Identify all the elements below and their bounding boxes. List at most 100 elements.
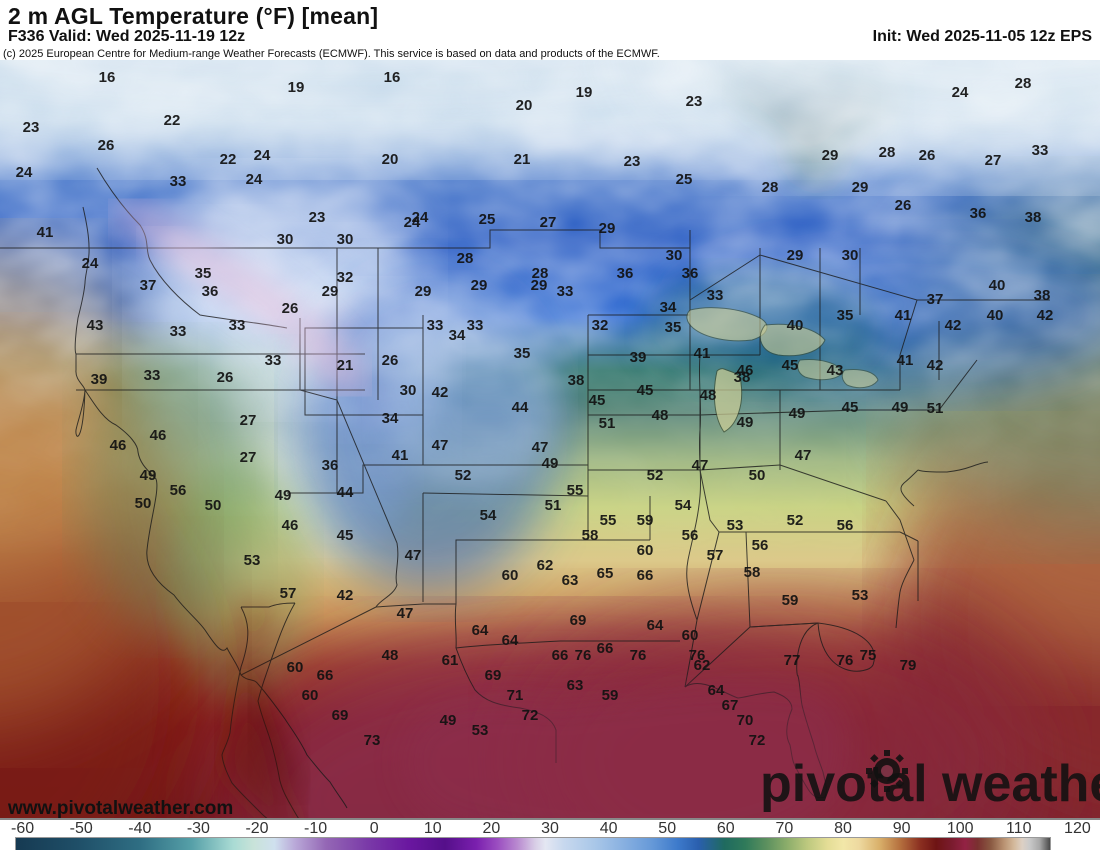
svg-text:76: 76 [575, 647, 592, 664]
svg-text:48: 48 [382, 647, 399, 664]
svg-text:52: 52 [455, 467, 472, 484]
svg-text:46: 46 [282, 517, 299, 534]
svg-text:38: 38 [568, 372, 585, 389]
svg-text:28: 28 [1015, 75, 1032, 92]
svg-text:26: 26 [217, 369, 234, 386]
svg-text:41: 41 [694, 345, 711, 362]
svg-text:47: 47 [397, 605, 414, 622]
svg-text:58: 58 [582, 527, 599, 544]
svg-text:25: 25 [676, 171, 693, 188]
svg-text:41: 41 [37, 224, 54, 241]
svg-text:49: 49 [140, 467, 157, 484]
svg-text:27: 27 [240, 449, 257, 466]
svg-text:38: 38 [1034, 287, 1051, 304]
svg-text:16: 16 [99, 69, 116, 86]
svg-text:29: 29 [822, 147, 839, 164]
svg-text:23: 23 [686, 93, 703, 110]
svg-text:26: 26 [382, 352, 399, 369]
svg-text:45: 45 [637, 382, 654, 399]
svg-text:61: 61 [442, 652, 459, 669]
svg-text:66: 66 [552, 647, 569, 664]
svg-text:52: 52 [787, 512, 804, 529]
svg-text:57: 57 [707, 547, 724, 564]
svg-text:30: 30 [666, 247, 683, 264]
svg-text:71: 71 [507, 687, 524, 704]
svg-text:21: 21 [514, 151, 531, 168]
svg-text:24: 24 [404, 214, 421, 231]
svg-text:64: 64 [647, 617, 664, 634]
svg-text:60: 60 [302, 687, 319, 704]
svg-text:27: 27 [240, 412, 257, 429]
svg-text:33: 33 [557, 283, 574, 300]
svg-text:59: 59 [782, 592, 799, 609]
svg-text:16: 16 [384, 69, 401, 86]
svg-text:40: 40 [787, 317, 804, 334]
svg-text:65: 65 [597, 565, 614, 582]
svg-text:56: 56 [837, 517, 854, 534]
svg-text:33: 33 [467, 317, 484, 334]
svg-text:46: 46 [737, 362, 754, 379]
svg-text:33: 33 [265, 352, 282, 369]
svg-text:30: 30 [337, 231, 354, 248]
svg-text:24: 24 [16, 164, 33, 181]
svg-text:28: 28 [457, 250, 474, 267]
svg-text:33: 33 [707, 287, 724, 304]
svg-text:73: 73 [364, 732, 381, 749]
svg-text:76: 76 [837, 652, 854, 669]
svg-text:64: 64 [472, 622, 489, 639]
svg-text:60: 60 [502, 567, 519, 584]
svg-text:21: 21 [337, 357, 354, 374]
svg-text:76: 76 [630, 647, 647, 664]
svg-text:41: 41 [895, 307, 912, 324]
svg-text:36: 36 [617, 265, 634, 282]
svg-text:35: 35 [837, 307, 854, 324]
svg-text:49: 49 [789, 405, 806, 422]
svg-text:49: 49 [440, 712, 457, 729]
svg-text:42: 42 [432, 384, 449, 401]
svg-text:60: 60 [682, 627, 699, 644]
svg-text:63: 63 [567, 677, 584, 694]
svg-text:47: 47 [405, 547, 422, 564]
svg-text:36: 36 [322, 457, 339, 474]
svg-text:23: 23 [309, 209, 326, 226]
svg-text:42: 42 [945, 317, 962, 334]
svg-text:57: 57 [280, 585, 297, 602]
svg-text:24: 24 [254, 147, 271, 164]
svg-text:43: 43 [827, 362, 844, 379]
svg-text:55: 55 [567, 482, 584, 499]
svg-text:25: 25 [479, 211, 496, 228]
svg-text:48: 48 [700, 387, 717, 404]
svg-text:48: 48 [652, 407, 669, 424]
svg-text:69: 69 [332, 707, 349, 724]
svg-text:33: 33 [229, 317, 246, 334]
svg-text:36: 36 [682, 265, 699, 282]
svg-text:56: 56 [682, 527, 699, 544]
svg-text:41: 41 [392, 447, 409, 464]
svg-text:36: 36 [970, 205, 987, 222]
svg-text:20: 20 [516, 97, 533, 114]
svg-text:53: 53 [472, 722, 489, 739]
svg-text:33: 33 [427, 317, 444, 334]
svg-text:66: 66 [597, 640, 614, 657]
svg-text:35: 35 [514, 345, 531, 362]
svg-text:69: 69 [485, 667, 502, 684]
svg-text:60: 60 [637, 542, 654, 559]
svg-text:29: 29 [787, 247, 804, 264]
svg-text:28: 28 [879, 144, 896, 161]
svg-text:47: 47 [692, 457, 709, 474]
svg-text:27: 27 [540, 214, 557, 231]
svg-text:40: 40 [987, 307, 1004, 324]
svg-text:39: 39 [91, 371, 108, 388]
svg-text:44: 44 [512, 399, 529, 416]
svg-text:33: 33 [170, 323, 187, 340]
svg-text:30: 30 [842, 247, 859, 264]
svg-text:49: 49 [542, 455, 559, 472]
svg-text:38: 38 [1025, 209, 1042, 226]
svg-text:72: 72 [522, 707, 539, 724]
svg-text:60: 60 [287, 659, 304, 676]
svg-text:51: 51 [599, 415, 616, 432]
svg-text:47: 47 [532, 439, 549, 456]
svg-text:23: 23 [624, 153, 641, 170]
svg-text:63: 63 [562, 572, 579, 589]
svg-text:33: 33 [1032, 142, 1049, 159]
